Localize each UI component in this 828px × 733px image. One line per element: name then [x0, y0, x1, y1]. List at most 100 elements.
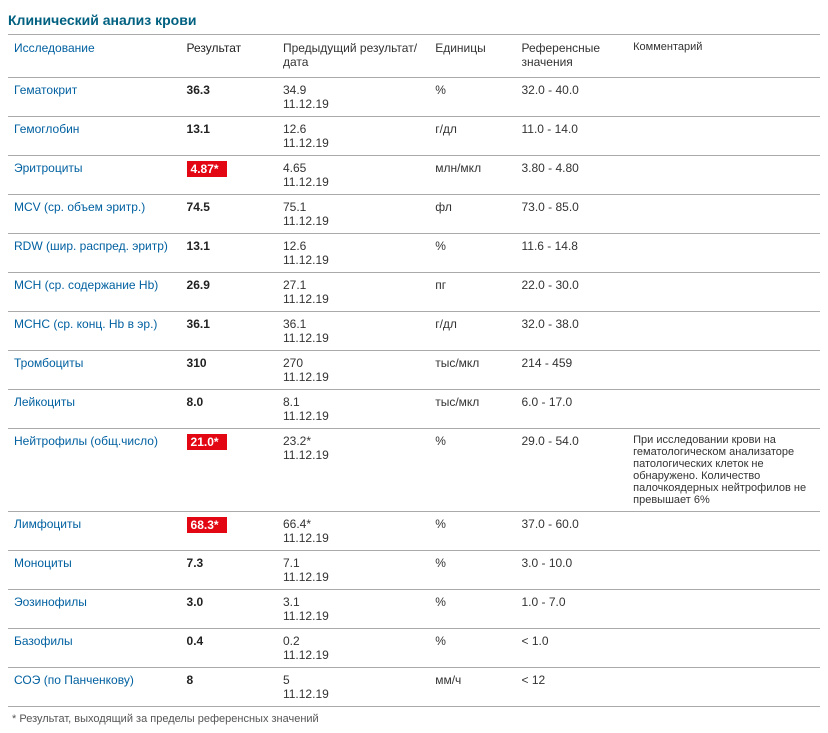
- prev-date: 11.12.19: [283, 448, 423, 462]
- test-result: 36.1: [181, 312, 277, 351]
- prev-date: 11.12.19: [283, 609, 423, 623]
- table-row: Моноциты7.37.111.12.19%3.0 - 10.0: [8, 551, 820, 590]
- comment: [627, 156, 820, 195]
- test-name: Базофилы: [8, 629, 181, 668]
- test-unit: фл: [429, 195, 515, 234]
- comment: [627, 590, 820, 629]
- prev-date: 11.12.19: [283, 570, 423, 584]
- test-unit: тыс/мкл: [429, 390, 515, 429]
- test-unit: %: [429, 629, 515, 668]
- test-result: 21.0*: [181, 429, 277, 512]
- col-header-result: Результат: [181, 35, 277, 78]
- table-row: RDW (шир. распред. эритр)13.112.611.12.1…: [8, 234, 820, 273]
- test-unit: мм/ч: [429, 668, 515, 707]
- test-unit: тыс/мкл: [429, 351, 515, 390]
- col-header-ref: Референсные значения: [515, 35, 627, 78]
- previous-result: 27011.12.19: [277, 351, 429, 390]
- test-name: Тромбоциты: [8, 351, 181, 390]
- test-result: 26.9: [181, 273, 277, 312]
- test-result: 8: [181, 668, 277, 707]
- reference-range: 214 - 459: [515, 351, 627, 390]
- comment: При исследовании крови на гематологическ…: [627, 429, 820, 512]
- reference-range: < 12: [515, 668, 627, 707]
- result-flag: 21.0*: [187, 434, 227, 450]
- test-name: Эозинофилы: [8, 590, 181, 629]
- reference-range: 3.80 - 4.80: [515, 156, 627, 195]
- comment: [627, 668, 820, 707]
- test-result: 74.5: [181, 195, 277, 234]
- prev-value: 12.6: [283, 239, 423, 253]
- comment: [627, 551, 820, 590]
- reference-range: 29.0 - 54.0: [515, 429, 627, 512]
- comment: [627, 195, 820, 234]
- previous-result: 34.911.12.19: [277, 78, 429, 117]
- prev-value: 3.1: [283, 595, 423, 609]
- test-name: Гемоглобин: [8, 117, 181, 156]
- prev-date: 11.12.19: [283, 531, 423, 545]
- comment: [627, 312, 820, 351]
- prev-date: 11.12.19: [283, 97, 423, 111]
- prev-value: 12.6: [283, 122, 423, 136]
- footnote: * Результат, выходящий за пределы рефере…: [8, 707, 820, 725]
- prev-value: 5: [283, 673, 423, 687]
- test-unit: %: [429, 512, 515, 551]
- test-result: 68.3*: [181, 512, 277, 551]
- table-row: Тромбоциты31027011.12.19тыс/мкл214 - 459: [8, 351, 820, 390]
- test-unit: %: [429, 78, 515, 117]
- reference-range: 32.0 - 38.0: [515, 312, 627, 351]
- col-header-prev: Предыдущий результат/дата: [277, 35, 429, 78]
- prev-date: 11.12.19: [283, 409, 423, 423]
- test-unit: %: [429, 234, 515, 273]
- prev-date: 11.12.19: [283, 370, 423, 384]
- test-unit: %: [429, 590, 515, 629]
- prev-value: 8.1: [283, 395, 423, 409]
- comment: [627, 351, 820, 390]
- reference-range: 37.0 - 60.0: [515, 512, 627, 551]
- previous-result: 66.4*11.12.19: [277, 512, 429, 551]
- test-result: 0.4: [181, 629, 277, 668]
- reference-range: 22.0 - 30.0: [515, 273, 627, 312]
- result-flag: 68.3*: [187, 517, 227, 533]
- previous-result: 12.611.12.19: [277, 234, 429, 273]
- test-result: 36.3: [181, 78, 277, 117]
- test-result: 310: [181, 351, 277, 390]
- test-name: Гематокрит: [8, 78, 181, 117]
- prev-value: 270: [283, 356, 423, 370]
- reference-range: 1.0 - 7.0: [515, 590, 627, 629]
- previous-result: 4.6511.12.19: [277, 156, 429, 195]
- prev-value: 66.4*: [283, 517, 423, 531]
- table-row: Лейкоциты8.08.111.12.19тыс/мкл6.0 - 17.0: [8, 390, 820, 429]
- table-row: MCH (ср. содержание Hb)26.927.111.12.19п…: [8, 273, 820, 312]
- table-row: Нейтрофилы (общ.число)21.0*23.2*11.12.19…: [8, 429, 820, 512]
- reference-range: 11.6 - 14.8: [515, 234, 627, 273]
- comment: [627, 234, 820, 273]
- report-title: Клинический анализ крови: [8, 8, 820, 34]
- previous-result: 511.12.19: [277, 668, 429, 707]
- table-row: Базофилы0.40.211.12.19%< 1.0: [8, 629, 820, 668]
- table-row: MCHC (ср. конц. Hb в эр.)36.136.111.12.1…: [8, 312, 820, 351]
- prev-value: 23.2*: [283, 434, 423, 448]
- prev-date: 11.12.19: [283, 175, 423, 189]
- col-header-name: Исследование: [8, 35, 181, 78]
- prev-value: 36.1: [283, 317, 423, 331]
- test-name: MCH (ср. содержание Hb): [8, 273, 181, 312]
- prev-value: 0.2: [283, 634, 423, 648]
- reference-range: 3.0 - 10.0: [515, 551, 627, 590]
- prev-value: 75.1: [283, 200, 423, 214]
- prev-value: 27.1: [283, 278, 423, 292]
- test-unit: %: [429, 551, 515, 590]
- table-row: Гематокрит36.334.911.12.19%32.0 - 40.0: [8, 78, 820, 117]
- test-unit: млн/мкл: [429, 156, 515, 195]
- test-name: Лимфоциты: [8, 512, 181, 551]
- prev-date: 11.12.19: [283, 136, 423, 150]
- comment: [627, 512, 820, 551]
- test-name: СОЭ (по Панченкову): [8, 668, 181, 707]
- comment: [627, 273, 820, 312]
- previous-result: 27.111.12.19: [277, 273, 429, 312]
- reference-range: 32.0 - 40.0: [515, 78, 627, 117]
- prev-value: 4.65: [283, 161, 423, 175]
- test-name: Эритроциты: [8, 156, 181, 195]
- prev-value: 34.9: [283, 83, 423, 97]
- prev-value: 7.1: [283, 556, 423, 570]
- prev-date: 11.12.19: [283, 292, 423, 306]
